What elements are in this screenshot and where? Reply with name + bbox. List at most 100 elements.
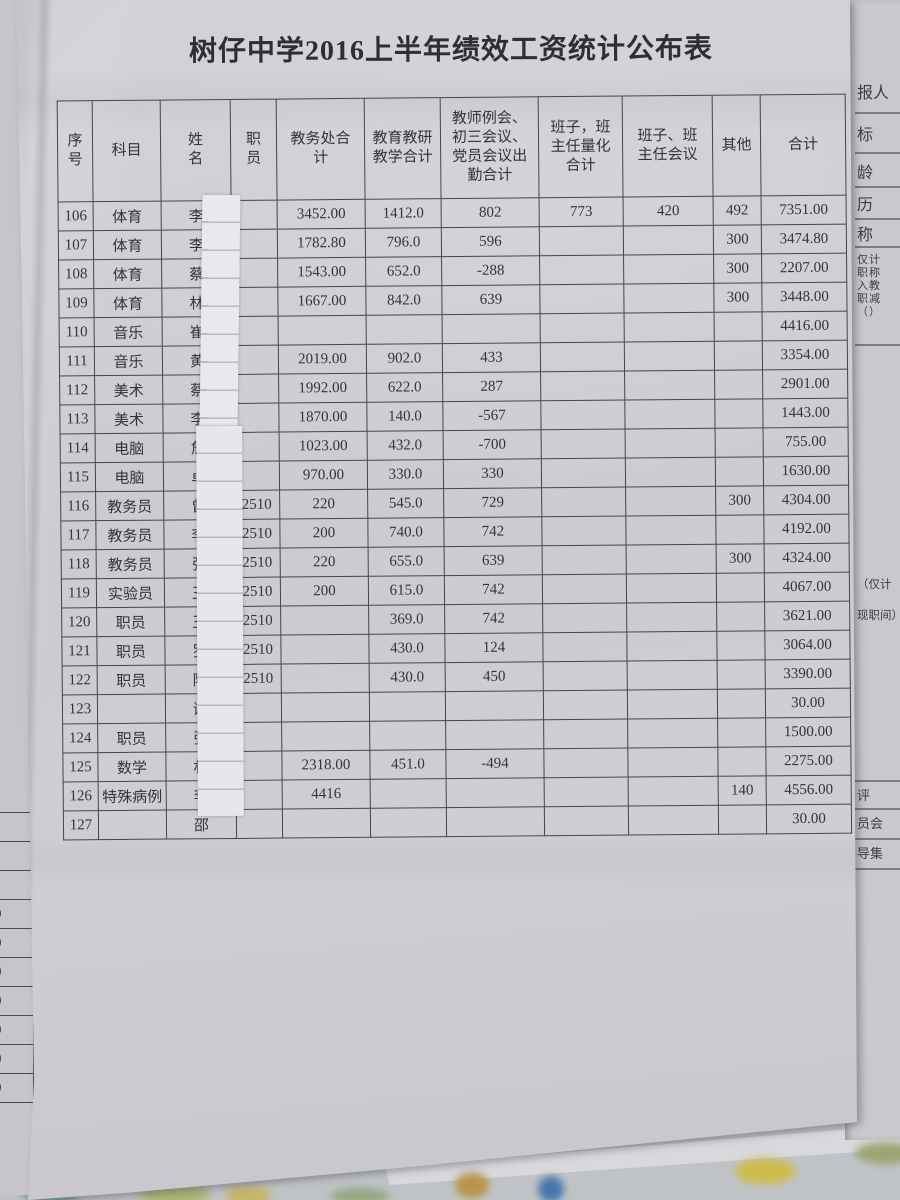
- cell-meeting-attendance-total: 596: [441, 226, 540, 257]
- cell-academic-office-total: [280, 605, 369, 636]
- cell-subject: 教务员: [95, 520, 165, 550]
- cell-index: 120: [61, 607, 97, 637]
- cell-grand-total: 3354.00: [762, 340, 848, 370]
- left-grid-cell: 0: [0, 1074, 34, 1103]
- board-color-spot: [735, 1158, 795, 1184]
- cell-other: 300: [716, 543, 765, 574]
- cell-leader-quantified-total: [542, 603, 627, 633]
- cell-index: 111: [59, 346, 95, 376]
- cell-teaching-research-total: 740.0: [367, 517, 445, 548]
- fragment-text: 导集: [857, 846, 884, 861]
- cell-teaching-research-total: 902.0: [366, 343, 443, 374]
- cell-leader-quantified-total: [542, 632, 628, 662]
- cell-meeting-attendance-total: [446, 806, 545, 837]
- cell-index: 106: [58, 201, 94, 231]
- paper-crease: [16, 0, 53, 1200]
- document-title: 树仔中学2016上半年绩效工资统计公布表: [188, 33, 714, 68]
- column-header: 班子、班主任会议: [622, 95, 714, 198]
- row-lines-through-sticker: [199, 194, 241, 427]
- cell-academic-office-total: [281, 692, 370, 723]
- cell-leader-meeting: [628, 805, 719, 836]
- cell-subject: 美术: [94, 375, 163, 405]
- cell-other: [717, 717, 766, 748]
- cell-grand-total: 7351.00: [761, 195, 847, 225]
- cell-leader-quantified-total: [543, 661, 628, 691]
- cell-index: 113: [59, 404, 96, 434]
- cell-leader-quantified-total: [544, 777, 629, 807]
- cell-other: [717, 746, 767, 777]
- cell-index: 109: [58, 288, 95, 318]
- cell-subject: 音乐: [94, 346, 163, 376]
- column-header: 教师例会、初三会议、党员会议出勤合计: [440, 96, 540, 199]
- cell-teaching-research-total: [369, 691, 446, 722]
- cell-other: [716, 601, 765, 632]
- cell-meeting-attendance-total: 450: [445, 661, 544, 692]
- cell-teaching-research-total: 615.0: [368, 575, 445, 606]
- cell-subject: 数学: [97, 752, 167, 782]
- cell-subject: 体育: [93, 259, 162, 289]
- cell-academic-office-total: 1543.00: [277, 257, 366, 288]
- cell-other: [716, 630, 766, 661]
- cell-leader-meeting: [626, 631, 718, 662]
- cell-other: [715, 456, 764, 487]
- left-grid-cell: 0: [0, 1045, 34, 1074]
- cell-academic-office-total: 1782.80: [277, 228, 366, 259]
- cell-leader-meeting: [624, 341, 715, 372]
- cell-leader-quantified-total: [540, 313, 625, 343]
- cell-meeting-attendance-total: 742: [444, 574, 543, 605]
- cell-meeting-attendance-total: 742: [444, 603, 543, 634]
- cell-other: 140: [718, 775, 767, 806]
- cell-index: 119: [61, 578, 97, 608]
- cell-leader-quantified-total: [539, 226, 624, 256]
- fragment-text: 仅计职称入教职减（）: [857, 254, 881, 318]
- cell-teaching-research-total: 140.0: [366, 401, 444, 432]
- cell-leader-quantified-total: [543, 719, 628, 749]
- left-grid-cell-value: 0: [0, 1045, 2, 1073]
- cell-subject: [98, 810, 167, 840]
- cell-leader-meeting: [623, 254, 714, 285]
- cell-other: [714, 340, 763, 371]
- cell-teaching-research-total: [366, 314, 443, 345]
- cell-leader-quantified-total: [543, 748, 629, 778]
- cell-leader-quantified-total: [541, 429, 626, 459]
- cell-subject: 职员: [97, 723, 166, 753]
- cell-other: 300: [713, 282, 763, 313]
- cell-subject: 实验员: [96, 578, 165, 608]
- column-header: 班子，班主任量化合计: [538, 96, 624, 198]
- fragment-text: 历: [857, 197, 874, 214]
- cell-subject: 职员: [96, 636, 166, 666]
- cell-leader-quantified-total: [542, 545, 627, 575]
- ruled-line: [855, 344, 900, 346]
- cell-academic-office-total: 1992.00: [278, 373, 367, 404]
- cell-leader-quantified-total: [541, 516, 627, 546]
- cell-meeting-attendance-total: 639: [444, 545, 543, 576]
- cell-meeting-attendance-total: 124: [444, 632, 544, 663]
- cell-other: [714, 398, 764, 429]
- cell-meeting-attendance-total: [445, 690, 544, 721]
- cell-index: 116: [60, 491, 96, 521]
- cell-subject: 电脑: [95, 433, 164, 463]
- cell-index: 114: [60, 433, 96, 463]
- column-header: 教务处合计: [276, 98, 366, 201]
- cell-subject: 美术: [94, 404, 164, 434]
- cell-grand-total: 2275.00: [765, 746, 852, 776]
- column-header: 合计: [760, 94, 847, 196]
- cell-index: 107: [58, 230, 94, 260]
- cell-subject: 职员: [97, 665, 166, 695]
- cell-grand-total: 1630.00: [763, 456, 849, 486]
- cell-teaching-research-total: [369, 720, 446, 751]
- cell-grand-total: 755.00: [763, 427, 849, 457]
- cell-subject: [97, 694, 166, 724]
- left-grid-cell-value: 0: [0, 929, 2, 957]
- cell-meeting-attendance-total: 729: [443, 487, 542, 518]
- cell-academic-office-total: 1870.00: [278, 402, 368, 433]
- cell-leader-meeting: [627, 718, 718, 749]
- board-color-spot: [538, 1176, 564, 1200]
- cell-leader-quantified-total: [540, 371, 625, 401]
- cell-leader-quantified-total: [541, 487, 626, 517]
- cell-teaching-research-total: [370, 807, 447, 838]
- cell-teaching-research-total: 369.0: [368, 604, 445, 635]
- cell-other: [714, 311, 763, 342]
